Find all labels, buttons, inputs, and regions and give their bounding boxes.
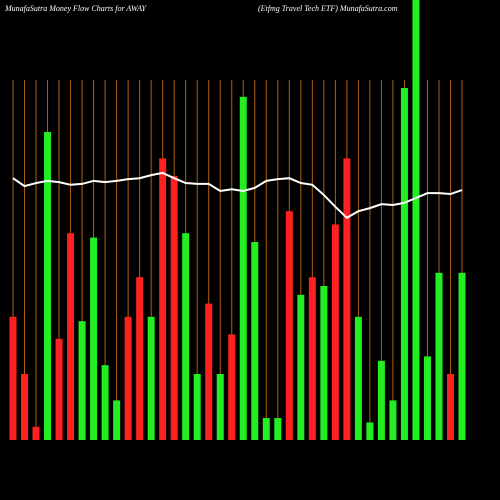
- bar: [389, 400, 397, 440]
- money-flow-line: [12, 171, 463, 220]
- bar: [193, 374, 201, 440]
- bar: [412, 0, 420, 440]
- bar: [44, 132, 52, 440]
- bar: [308, 277, 316, 440]
- bar: [285, 211, 293, 440]
- bar: [55, 338, 63, 440]
- bar: [216, 374, 224, 440]
- chart-subtitle: (Etfmg Travel Tech ETF) MunafaSutra.com: [258, 4, 398, 13]
- bar: [182, 233, 190, 440]
- bar: [354, 316, 362, 440]
- bar: [9, 316, 17, 440]
- bar: [90, 237, 98, 440]
- bar: [262, 418, 270, 440]
- chart-title: MunafaSutra Money Flow Charts for AWAY: [4, 4, 148, 13]
- bar: [251, 242, 259, 440]
- bar: [147, 316, 155, 440]
- bar: [320, 286, 328, 440]
- bar: [274, 418, 282, 440]
- bar: [67, 233, 75, 440]
- bar: [32, 426, 40, 440]
- bar: [136, 277, 144, 440]
- bar: [113, 400, 121, 440]
- bar: [446, 374, 454, 440]
- bar: [159, 158, 167, 440]
- bar: [124, 316, 132, 440]
- bar: [435, 272, 443, 440]
- bar: [343, 158, 351, 440]
- bar: [101, 365, 109, 440]
- bar: [458, 272, 466, 440]
- bar: [78, 321, 86, 440]
- bar: [205, 303, 213, 440]
- bar: [366, 422, 374, 440]
- bar: [400, 88, 408, 440]
- bar: [331, 224, 339, 440]
- bar: [228, 334, 236, 440]
- bar: [377, 360, 385, 440]
- bar: [21, 374, 29, 440]
- bar: [423, 356, 431, 440]
- bar: [239, 96, 247, 441]
- bar: [297, 294, 305, 440]
- bar: [170, 176, 178, 440]
